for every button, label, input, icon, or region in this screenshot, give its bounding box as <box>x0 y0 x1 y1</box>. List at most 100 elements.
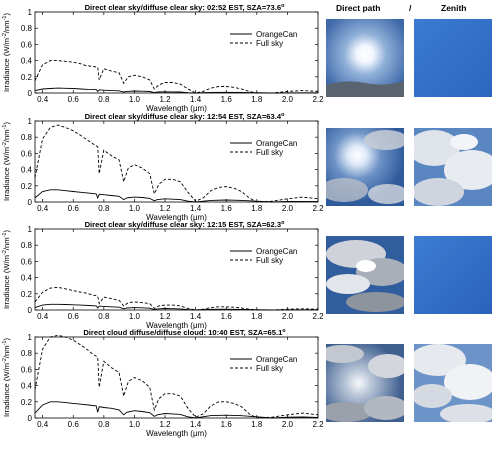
y-axis-label: Irradiance (W/m-2/nm-1) <box>2 122 11 201</box>
y-tick-label: 0.6 <box>21 40 33 49</box>
x-tick-label: 2.2 <box>312 95 324 104</box>
x-tick-label: 0.4 <box>37 312 49 321</box>
direct-path-header: Direct path <box>336 3 381 13</box>
x-axis-label: Wavelength (μm) <box>146 213 207 222</box>
title-degree: o <box>281 3 285 9</box>
y-tick-label: 0.2 <box>21 398 33 407</box>
chart-title: Direct clear sky/diffuse clear sky: 12:5… <box>85 112 286 121</box>
legend-entry: OrangeCan <box>256 355 297 364</box>
title-degree: o <box>281 220 285 226</box>
y-label-part: -2 <box>2 250 8 255</box>
chart-panel-3: Direct clear sky/diffuse clear sky: 12:1… <box>2 220 324 330</box>
x-tick-label: 1.2 <box>159 95 171 104</box>
series-line-full-sky <box>34 60 319 94</box>
y-tick-label: 0.4 <box>21 274 33 283</box>
x-axis-label: Wavelength (μm) <box>146 429 207 438</box>
y-label-part: Irradiance (W/m <box>2 38 11 92</box>
y-label-part: ) <box>2 230 11 233</box>
y-label-part: -2 <box>2 142 8 147</box>
y-tick-label: 0 <box>28 89 33 98</box>
legend-entry: Full sky <box>256 364 283 373</box>
x-axis-label: Wavelength (μm) <box>146 321 207 330</box>
y-label-part: -1 <box>2 125 8 130</box>
x-tick-label: 0.4 <box>37 95 49 104</box>
y-label-part: Irradiance (W/m <box>2 147 11 201</box>
x-tick-label: 1.8 <box>251 312 263 321</box>
zenith-photo-3 <box>414 236 492 314</box>
legend-entry: OrangeCan <box>256 247 297 256</box>
legend-entry: Full sky <box>256 39 283 48</box>
y-axis-label: Irradiance (W/m-2/nm-1) <box>2 230 11 309</box>
axes-box <box>34 336 319 419</box>
chart-panel-2: Direct clear sky/diffuse clear sky: 12:5… <box>2 112 324 222</box>
series-line-full-sky <box>34 124 319 203</box>
x-tick-label: 2.2 <box>312 204 324 213</box>
x-tick-label: 0.8 <box>98 312 110 321</box>
series-line-full-sky <box>34 334 319 419</box>
axes-box <box>34 120 319 203</box>
legend-entry: OrangeCan <box>256 30 297 39</box>
title-degree: o <box>281 112 285 118</box>
x-tick-label: 0.4 <box>37 420 49 429</box>
legend-entry: Full sky <box>256 148 283 157</box>
y-tick-label: 0.4 <box>21 166 33 175</box>
y-tick-label: 0.6 <box>21 149 33 158</box>
x-tick-label: 1.8 <box>251 420 263 429</box>
direct-path-photo-3 <box>326 236 404 314</box>
x-tick-label: 2.2 <box>312 312 324 321</box>
y-tick-label: 0.4 <box>21 57 33 66</box>
x-tick-label: 2.2 <box>312 420 324 429</box>
y-tick-label: 0.8 <box>21 241 33 250</box>
y-label-part: -1 <box>2 341 8 346</box>
chart-title: Direct clear sky/diffuse clear sky: 12:1… <box>85 220 286 229</box>
x-tick-label: 1.8 <box>251 95 263 104</box>
x-tick-label: 0.8 <box>98 420 110 429</box>
chart-title: Direct clear sky/diffuse clear sky: 02:5… <box>85 3 286 12</box>
x-tick-label: 1.6 <box>221 95 233 104</box>
x-tick-label: 1.4 <box>190 204 202 213</box>
x-tick-label: 0.6 <box>68 420 80 429</box>
y-tick-label: 0.2 <box>21 73 33 82</box>
y-tick-label: 0 <box>28 198 33 207</box>
y-label-part: -1 <box>2 233 8 238</box>
y-axis-label: Irradiance (W/m-2/nm-1) <box>2 13 11 92</box>
y-label-part: Irradiance (W/m <box>2 363 11 417</box>
legend-entry: OrangeCan <box>256 139 297 148</box>
y-label-part: -2 <box>2 358 8 363</box>
zenith-photo-4 <box>414 344 492 422</box>
zenith-photo-1 <box>414 19 492 97</box>
x-tick-label: 1.2 <box>159 204 171 213</box>
x-tick-label: 0.6 <box>68 95 80 104</box>
y-tick-label: 0.4 <box>21 382 33 391</box>
y-tick-label: 1 <box>28 333 33 342</box>
x-tick-label: 1.6 <box>221 204 233 213</box>
y-label-part: ) <box>2 338 11 341</box>
x-tick-label: 1.0 <box>129 95 141 104</box>
y-label-part: -1 <box>2 16 8 21</box>
y-tick-label: 1 <box>28 225 33 234</box>
series-line-orangecan <box>34 303 318 311</box>
series-line-orangecan <box>34 401 319 419</box>
title-degree: o <box>282 328 286 334</box>
chart-panel-1: Direct clear sky/diffuse clear sky: 02:5… <box>2 3 324 113</box>
y-tick-label: 0.8 <box>21 24 33 33</box>
legend-entry: Full sky <box>256 256 283 265</box>
y-axis-label: Irradiance (W/m-2/nm-1) <box>2 338 11 417</box>
series-line-orangecan <box>34 87 318 94</box>
y-label-part: /nm <box>2 345 11 358</box>
zenith-header: Zenith <box>441 3 467 13</box>
y-tick-label: 0 <box>28 306 33 315</box>
x-tick-label: 1.6 <box>221 420 233 429</box>
header-separator: / <box>409 3 412 13</box>
x-tick-label: 1.0 <box>129 420 141 429</box>
x-axis-label: Wavelength (μm) <box>146 104 207 113</box>
x-tick-label: 2.0 <box>282 420 294 429</box>
x-tick-label: 0.8 <box>98 204 110 213</box>
series-line-full-sky <box>34 286 319 311</box>
y-label-part: ) <box>2 13 11 16</box>
x-tick-label: 1.2 <box>159 420 171 429</box>
y-label-part: -2 <box>2 33 8 38</box>
